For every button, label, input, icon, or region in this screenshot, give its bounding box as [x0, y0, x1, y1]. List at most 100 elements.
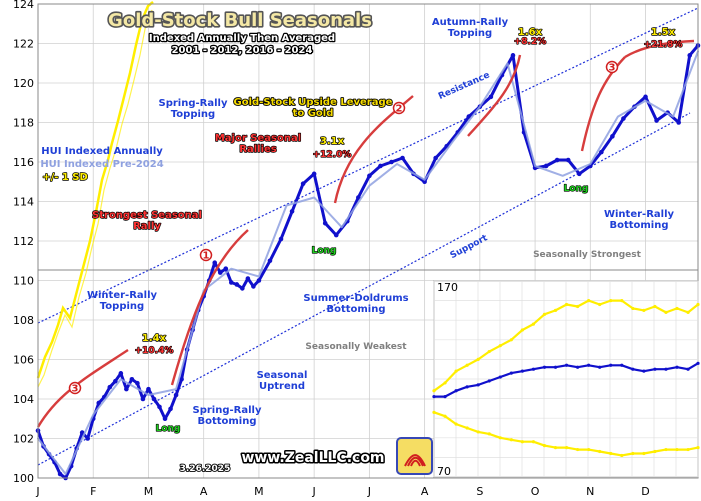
x-tick-label: S [476, 485, 483, 498]
y-tick-label: 114 [13, 196, 34, 209]
rally-arc-december [624, 39, 695, 59]
autumn-multiplier: 1.6x [518, 27, 543, 38]
winter-rally-topping: Winter-Rally Topping [87, 290, 158, 312]
hui-series-point [162, 416, 168, 422]
hui-series-point [433, 155, 438, 161]
hui-series-point [140, 396, 146, 402]
x-tick-label: J [312, 485, 316, 498]
inset-blue-middle-point [664, 367, 668, 371]
major-seasonal-rallies: Major Seasonal Rallies [215, 133, 301, 155]
x-tick-label: A [421, 485, 429, 498]
inset-blue-middle-point [642, 369, 646, 373]
legend-hui-pre2024: HUI Indexed Pre-2024 [40, 159, 163, 170]
inset-yellow-upper-point [587, 299, 591, 303]
y-tick-label: 122 [13, 38, 34, 51]
inset-yellow-upper-point [542, 312, 547, 316]
inset-blue-middle-point [598, 365, 602, 369]
autumn-rally-topping: Autumn-Rally Topping [432, 17, 509, 39]
hui-pre2024-series-line [37, 50, 699, 475]
inset-yellow-lower-point [620, 453, 624, 458]
inset-yellow-upper-point [443, 381, 447, 385]
date-label: 3.26.2025 [180, 464, 231, 474]
logo-mark [404, 454, 426, 467]
inset-yellow-lower-point [553, 446, 558, 450]
axes: 100 102 104 106 108 110 112 114 116 118 120 122 124 J… [13, 0, 699, 498]
inset-yellow-lower-point [598, 449, 602, 454]
seasonally-weakest-label: Seasonally Weakest [305, 342, 407, 352]
inset-blue-middle-point [675, 365, 679, 369]
yellow-bands [36, 1, 154, 388]
inset-yellow-lower-point [443, 414, 447, 418]
inset-yellow-lower-point [609, 451, 613, 456]
hui-series-point [118, 371, 124, 376]
inset-blue-middle-point [587, 363, 591, 367]
chart-title: Gold-Stock Bull Seasonals [108, 10, 372, 31]
zeal-logo [396, 437, 433, 475]
chart-subtitle-2: 2001 - 2012, 2016 - 2024 [172, 45, 313, 56]
inset-yellow-lower-point [631, 451, 635, 456]
inset-yellow-lower-point [642, 451, 646, 456]
rally-marker [199, 248, 213, 262]
winter-multiplier: 1.4x [142, 333, 167, 344]
y-tick-label: 116 [13, 156, 34, 169]
inset-blue-middle-point [443, 395, 447, 399]
rally-arc-spring [170, 229, 249, 386]
long-label-3: Long [156, 424, 181, 434]
december-multiplier: 1.5x [651, 27, 676, 38]
hui-series-point [554, 157, 560, 163]
hui-series-point [57, 471, 63, 477]
inset-yellow-upper-point [553, 308, 558, 312]
inset-yellow-upper-point [696, 302, 700, 307]
main-series [35, 43, 701, 481]
inset-y-max-label: 170 [437, 281, 458, 294]
inset-yellow-upper-point [531, 322, 536, 326]
inset-yellow-lower-point [531, 440, 536, 444]
inset-yellow-lower-point [696, 446, 700, 450]
inset-blue-middle-point [631, 367, 635, 371]
seasonally-strongest-label: Seasonally Strongest [533, 250, 642, 260]
inset-yellow-upper-point [609, 299, 613, 303]
hui-series-point [378, 163, 383, 169]
inset-blue-middle-point [476, 383, 480, 387]
inset-yellow-lower-point [520, 440, 524, 444]
hui-series-point [245, 276, 251, 281]
inset-y-min-label: 70 [437, 465, 451, 478]
yellow-band-lower [37, 9, 153, 388]
inset-blue-middle-point [432, 395, 436, 399]
y-tick-label: 104 [13, 393, 34, 406]
inset-blue-middle-point [553, 365, 558, 369]
rally-arc-autumn [467, 54, 522, 137]
winter-gain: +10.4% [135, 346, 174, 356]
hui-series-point [300, 181, 306, 187]
hui-series-point [157, 404, 162, 410]
rally-marker-label: 1 [203, 251, 210, 262]
hui-series-point [389, 159, 394, 165]
x-tick-label: N [586, 485, 594, 498]
inset-yellow-lower-point [664, 447, 668, 452]
hui-series-point [289, 209, 295, 214]
inset-yellow-upper-point [653, 304, 657, 309]
gold-stock-upside: Gold-Stock Upside Leverage to Gold [234, 97, 393, 119]
inset-blue-middle-point [498, 375, 502, 379]
inset-blue-middle-point [696, 361, 700, 365]
chart-annotations: 3 1 2 3 Gold-Stock Bull Seasonals Indexed Ann… [36, 8, 695, 475]
inset-yellow-lower-point [498, 436, 502, 440]
inset-yellow-upper-point [509, 338, 513, 342]
hui-series-point [676, 120, 681, 125]
spring-multiplier: 3.1x [320, 136, 345, 147]
inset-blue-middle-point [542, 365, 547, 369]
hui-series-point [129, 376, 135, 382]
rally-marker-label: 3 [72, 384, 79, 395]
december-gain: +21.8% [644, 40, 683, 50]
inset-yellow-lower-point [487, 432, 491, 436]
x-tick-label: A [200, 485, 208, 498]
hui-series-point [322, 220, 328, 226]
hui-series-point [510, 53, 516, 58]
hui-series-point [687, 53, 693, 58]
inset-yellow-upper-point [575, 304, 580, 309]
inset-yellow-lower-point [476, 430, 480, 434]
hui-series-point [146, 386, 151, 392]
hui-series-point [113, 378, 118, 384]
inset-yellow-upper-point [642, 308, 646, 312]
